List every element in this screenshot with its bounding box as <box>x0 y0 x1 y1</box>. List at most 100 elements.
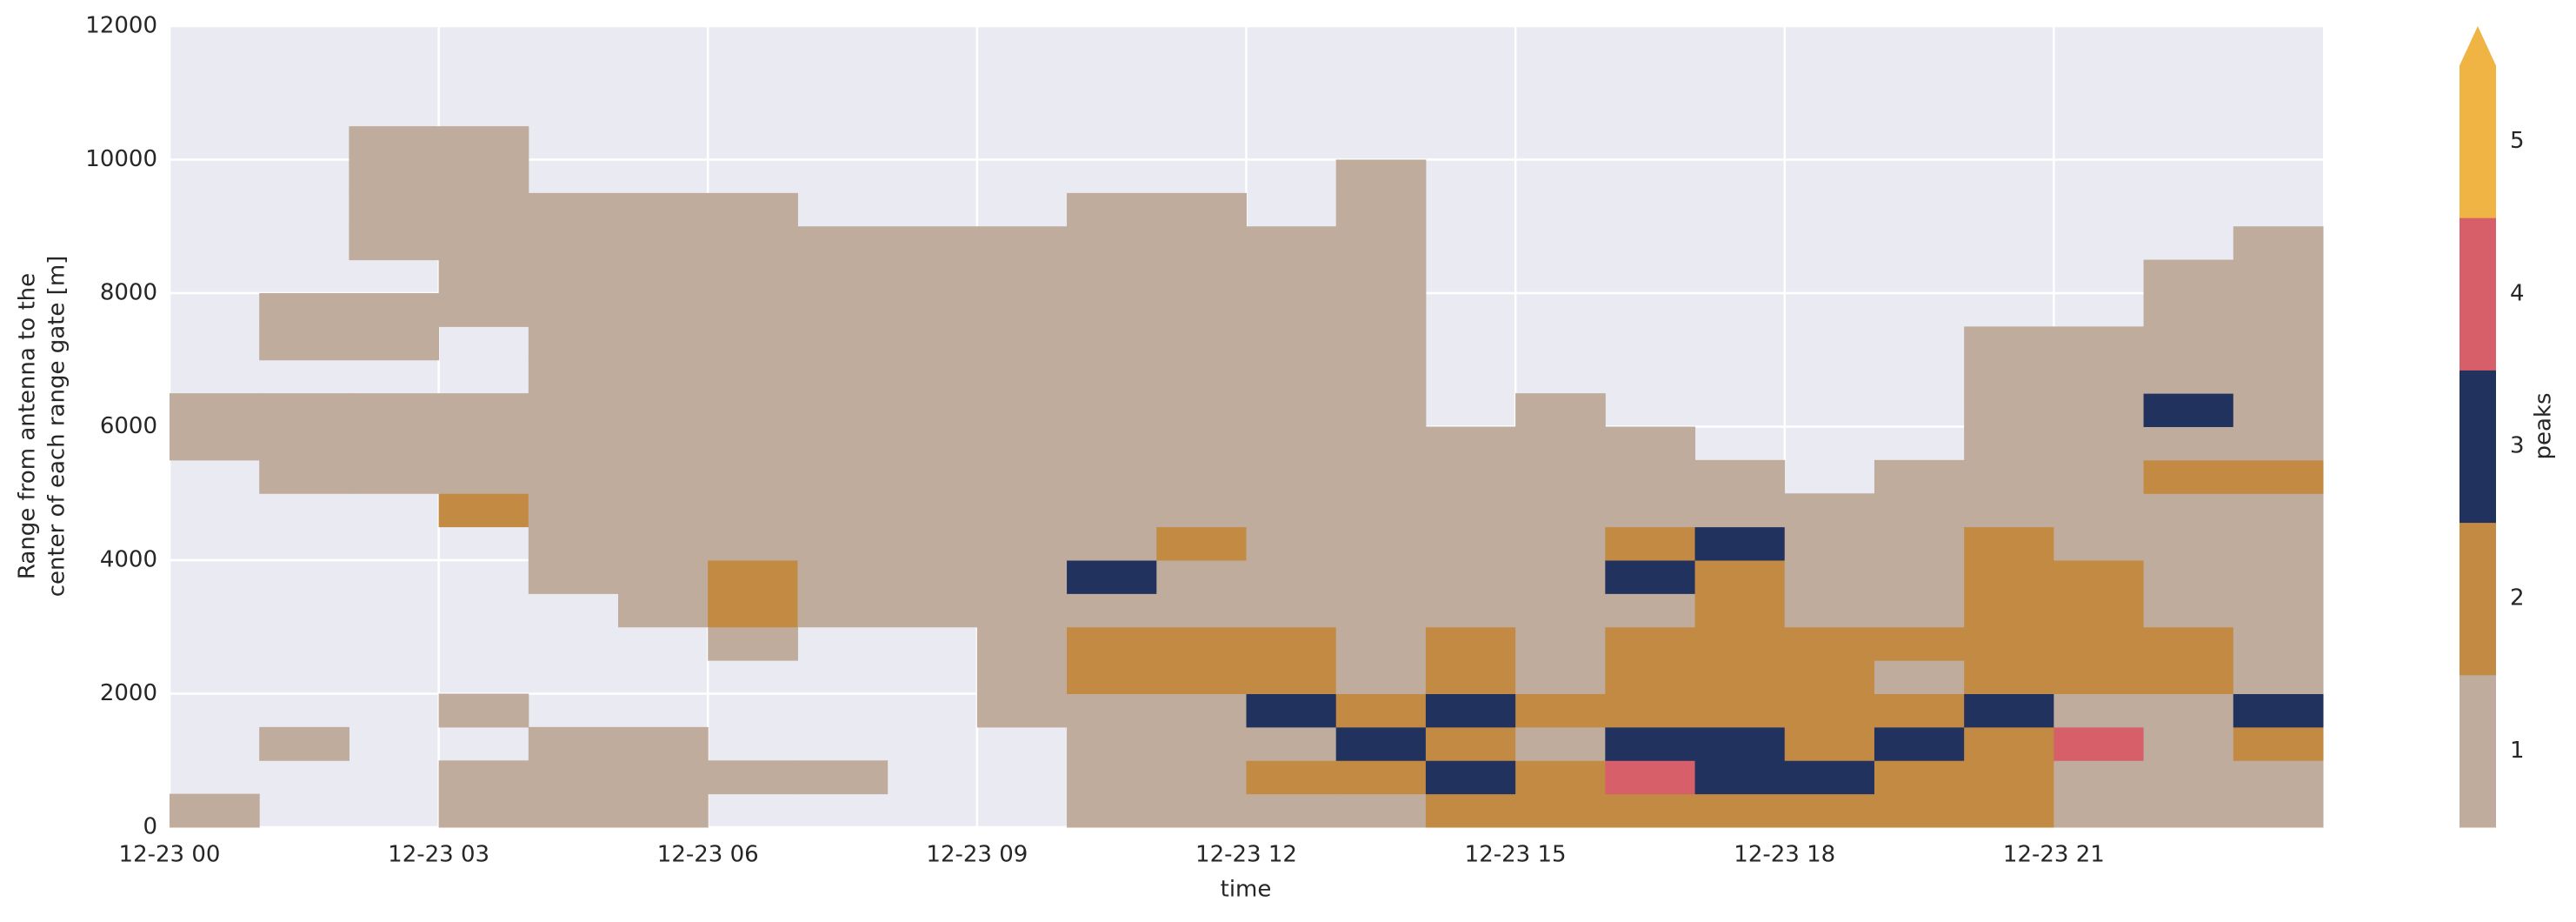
cell <box>887 393 978 427</box>
x-tick-label: 12-23 15 <box>1465 842 1567 868</box>
cell <box>1874 526 1965 561</box>
cell <box>1874 459 1965 494</box>
colorbar-segment <box>2460 522 2496 676</box>
cell <box>797 760 889 795</box>
cell <box>2233 459 2324 494</box>
cell <box>708 560 798 594</box>
cell <box>708 326 798 361</box>
cell <box>1067 660 1157 694</box>
cell <box>170 426 260 461</box>
cell <box>1335 560 1427 594</box>
cell <box>349 426 440 461</box>
cell <box>1425 493 1516 528</box>
cell <box>349 226 440 261</box>
cell <box>887 259 978 294</box>
cell <box>2143 293 2234 327</box>
colorbar: 1 2 3 4 5 <box>2460 26 2525 828</box>
cell <box>976 593 1068 628</box>
cell <box>1425 459 1516 494</box>
cell <box>438 293 529 327</box>
cell <box>976 459 1068 494</box>
cell <box>1246 326 1337 361</box>
cell <box>618 593 709 628</box>
cell <box>438 693 529 728</box>
cell <box>1515 393 1606 427</box>
cell <box>1425 760 1516 795</box>
cell <box>976 493 1068 528</box>
cell <box>1156 526 1247 561</box>
cell <box>1246 459 1337 494</box>
cell <box>2233 493 2324 528</box>
cell <box>2053 560 2145 594</box>
cell <box>1605 693 1696 728</box>
cell <box>1067 560 1157 594</box>
cell <box>618 259 709 294</box>
y-tick-label: 6000 <box>100 413 157 439</box>
cell <box>2053 693 2145 728</box>
cell <box>618 326 709 361</box>
cell <box>2143 660 2234 694</box>
cell <box>1156 593 1247 628</box>
cell <box>438 126 529 160</box>
cell <box>528 760 619 795</box>
cell <box>1335 493 1427 528</box>
cell <box>1246 726 1337 761</box>
cell <box>170 393 260 427</box>
cell <box>2143 493 2234 528</box>
cell <box>708 192 798 227</box>
cell <box>2233 593 2324 628</box>
cell <box>1874 560 1965 594</box>
cell <box>1067 493 1157 528</box>
cell <box>618 493 709 528</box>
cell <box>1605 760 1696 795</box>
cell <box>887 459 978 494</box>
cell <box>438 493 529 528</box>
cell <box>887 359 978 394</box>
cell <box>1335 226 1427 261</box>
colorbar-segment <box>2460 65 2496 218</box>
cell <box>1694 526 1786 561</box>
cell <box>2233 626 2324 661</box>
cell <box>2233 359 2324 394</box>
cell <box>797 326 889 361</box>
cell <box>708 293 798 327</box>
cell <box>2233 326 2324 361</box>
y-tick-label: 4000 <box>100 547 157 573</box>
cell <box>708 526 798 561</box>
cell <box>1874 693 1965 728</box>
cell <box>1784 493 1875 528</box>
cell <box>1784 526 1875 561</box>
cell <box>708 493 798 528</box>
cell <box>1067 760 1157 795</box>
cell <box>2233 726 2324 761</box>
cell <box>1156 693 1247 728</box>
y-tick-label: 0 <box>143 814 157 840</box>
colorbar-label: peaks <box>2531 392 2557 459</box>
cell <box>438 760 529 795</box>
cell <box>1784 726 1875 761</box>
cell <box>2143 393 2234 427</box>
cell <box>1964 393 2054 427</box>
cell <box>797 359 889 394</box>
cell <box>1246 226 1337 261</box>
colorbar-segment <box>2460 674 2496 828</box>
cell <box>2143 326 2234 361</box>
cell <box>1784 693 1875 728</box>
cell <box>618 226 709 261</box>
cell <box>976 226 1068 261</box>
cell <box>1067 793 1157 828</box>
cell <box>528 493 619 528</box>
cell <box>1694 660 1786 694</box>
cell <box>1964 660 2054 694</box>
cell <box>887 560 978 594</box>
cell <box>1335 293 1427 327</box>
cell <box>528 459 619 494</box>
cell <box>438 226 529 261</box>
cell <box>1874 626 1965 661</box>
cell <box>1605 626 1696 661</box>
cell <box>1964 526 2054 561</box>
cell <box>618 393 709 427</box>
cell <box>1515 726 1606 761</box>
cell <box>528 359 619 394</box>
